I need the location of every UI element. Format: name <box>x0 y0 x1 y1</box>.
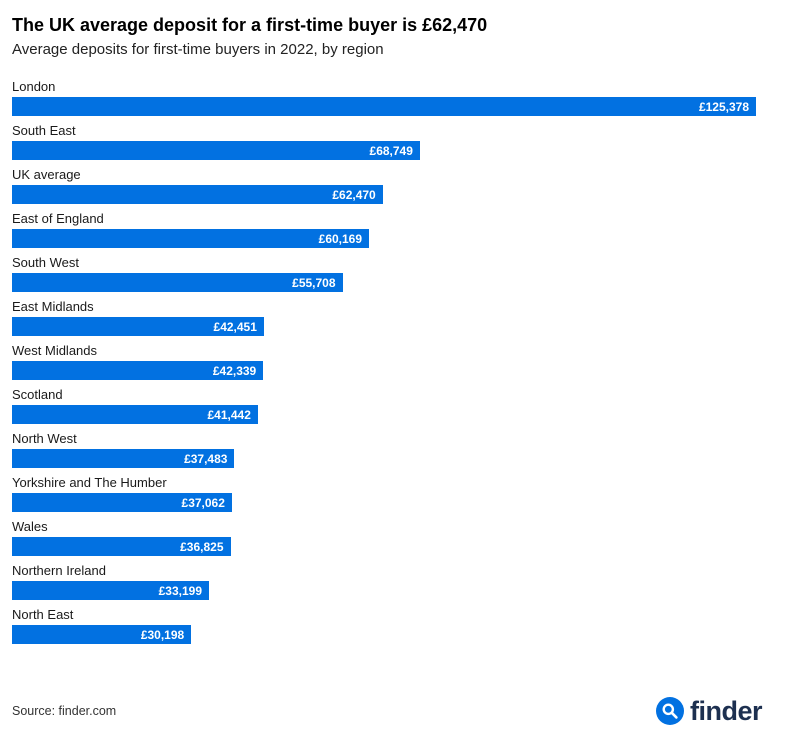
source-text: Source: finder.com <box>12 704 117 718</box>
finder-logo: finder <box>655 696 763 726</box>
finder-logo-text: finder <box>689 696 763 726</box>
bar-value: £37,062 <box>181 495 225 510</box>
footer: Source: finder.com finder <box>12 697 784 753</box>
bar: £60,169 <box>12 229 370 248</box>
bar-row: West Midlands £42,339 <box>12 343 756 380</box>
bar-label: West Midlands <box>12 343 98 358</box>
bar-label: North East <box>12 607 74 622</box>
bar-row: South West £55,708 <box>12 255 756 292</box>
bar-row: Yorkshire and The Humber £37,062 <box>12 475 756 512</box>
bar: £125,378 <box>12 97 756 116</box>
bar: £55,708 <box>12 273 343 292</box>
bar-label: Scotland <box>12 387 63 402</box>
bar-value: £42,339 <box>212 363 257 378</box>
bar-value: £37,483 <box>184 451 228 466</box>
bar-label: North West <box>12 431 77 446</box>
bar-value: £30,198 <box>140 627 185 642</box>
bar-value: £42,451 <box>213 319 257 334</box>
bar-value: £55,708 <box>292 275 336 290</box>
bar-row: South East £68,749 <box>12 123 756 160</box>
bar-row: East Midlands £42,451 <box>12 299 756 336</box>
bar-label: South East <box>12 123 76 138</box>
chart-title: The UK average deposit for a first-time … <box>12 15 488 35</box>
bar-value: £60,169 <box>318 231 363 246</box>
bar: £68,749 <box>12 141 420 160</box>
bar-rows: London £125,378 South East £68,749 UK averag… <box>12 79 756 651</box>
bar: £41,442 <box>12 405 258 424</box>
bar: £42,451 <box>12 317 264 336</box>
bar-value: £36,825 <box>180 539 224 554</box>
bar: £33,199 <box>12 581 209 600</box>
bar-label: London <box>12 79 56 94</box>
bar: £42,339 <box>12 361 264 380</box>
bar-label: Northern Ireland <box>12 563 106 578</box>
bar-label: East Midlands <box>12 299 94 314</box>
bar-label: South West <box>12 255 79 270</box>
bar-row: UK average £62,470 <box>12 167 756 204</box>
bar: £36,825 <box>12 537 231 556</box>
bar-value: £41,442 <box>207 407 251 422</box>
bar: £62,470 <box>12 185 383 204</box>
bar: £30,198 <box>12 625 192 644</box>
bar-row: North East £30,198 <box>12 607 756 644</box>
bar: £37,483 <box>12 449 235 468</box>
bar-label: Wales <box>12 519 48 534</box>
bar-row: Northern Ireland £33,199 <box>12 563 756 600</box>
bar-value: £62,470 <box>332 187 376 202</box>
bar-value: £33,199 <box>158 583 202 598</box>
bar-row: North West £37,483 <box>12 431 756 468</box>
bar-row: Wales £36,825 <box>12 519 756 556</box>
chart-subtitle: Average deposits for first-time buyers i… <box>12 41 384 58</box>
bar-label: East of England <box>12 211 104 226</box>
bar-value: £68,749 <box>369 143 413 158</box>
bar-label: Yorkshire and The Humber <box>12 475 167 490</box>
bar-label: UK average <box>12 167 81 182</box>
magnifier-icon <box>655 697 684 725</box>
bar-row: London £125,378 <box>12 79 756 116</box>
bar-value: £125,378 <box>698 99 749 114</box>
bar: £37,062 <box>12 493 232 512</box>
bar-row: Scotland £41,442 <box>12 387 756 424</box>
bar-row: East of England £60,169 <box>12 211 756 248</box>
